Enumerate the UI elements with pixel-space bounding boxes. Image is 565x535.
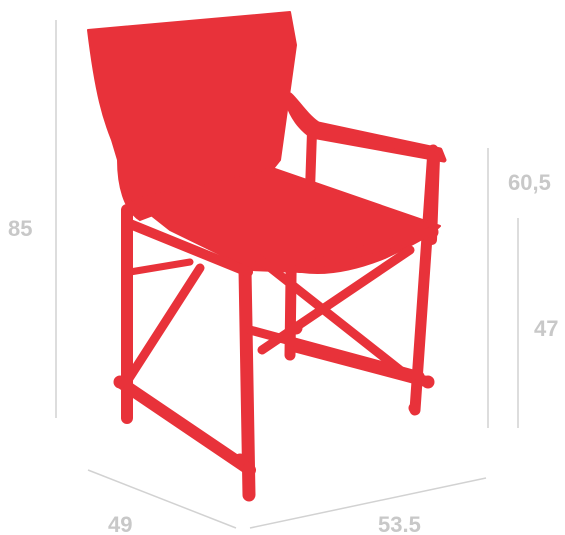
seat-height-label: 47 <box>534 316 559 341</box>
chair-pivot-3 <box>113 375 127 389</box>
total-height-label: 85 <box>8 216 33 241</box>
chair-pivot-4 <box>421 375 435 389</box>
chair-pivot-1 <box>289 321 303 335</box>
chair-front-leg-left <box>238 263 256 502</box>
chair-armrest <box>285 92 447 163</box>
chair-side-rail-right <box>295 227 437 273</box>
chair-pivot-5 <box>233 453 247 467</box>
chair-xbrace-front-b <box>253 253 405 375</box>
chair-shape <box>87 11 447 502</box>
chair-side-rail-left <box>125 219 253 277</box>
depth-label: 49 <box>108 512 133 535</box>
dimension-lines <box>55 20 519 529</box>
depth-49-line <box>87 469 237 529</box>
chair-xbrace-front-c <box>257 245 415 355</box>
chair-pivot-2 <box>425 225 439 239</box>
armrest-height-label: 60,5 <box>508 170 551 195</box>
chair-xbrace-left-b <box>126 258 194 276</box>
width-535-line <box>249 477 487 529</box>
width-label: 53.5 <box>378 512 421 535</box>
chair-stretcher-left-low <box>114 376 256 476</box>
chair-pivot-6 <box>408 402 420 414</box>
chair-xbrace-left-a <box>123 263 205 385</box>
chair-backrest <box>87 11 297 221</box>
